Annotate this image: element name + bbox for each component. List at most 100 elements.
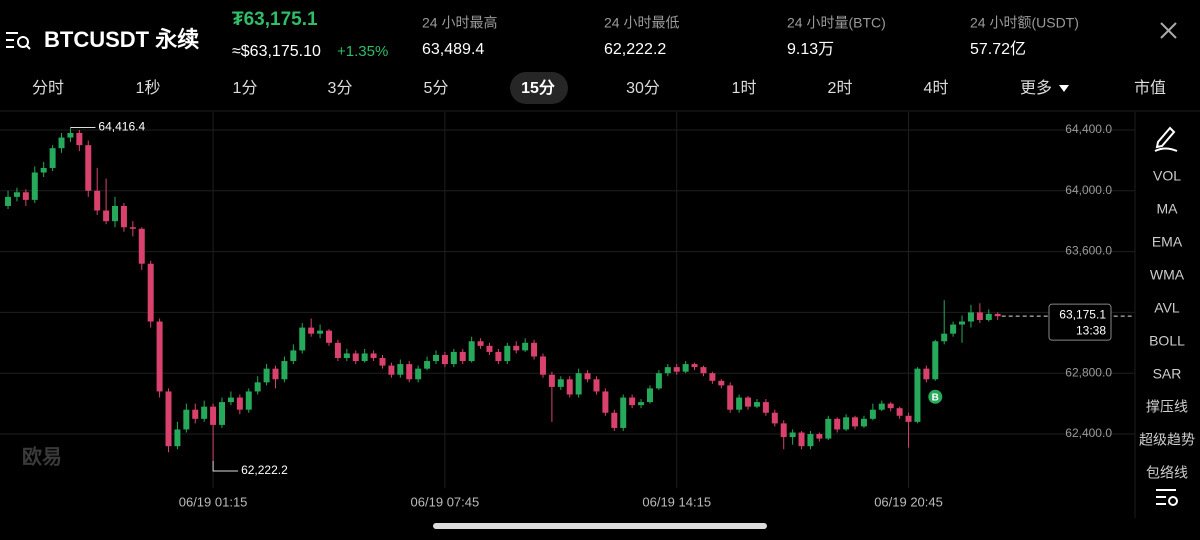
menu-icon[interactable]	[6, 32, 31, 50]
indicator[interactable]: 撑压线	[1146, 399, 1188, 415]
candle-body	[825, 418, 832, 439]
indicator[interactable]: 超级趋势	[1139, 432, 1195, 448]
candle-body	[281, 361, 288, 380]
candle-body	[629, 397, 636, 406]
candle-body	[76, 132, 83, 146]
stat-label: 24 小时额(USDT)	[970, 15, 1079, 31]
more-arrow	[1059, 85, 1069, 92]
settings-icon[interactable]	[1156, 489, 1178, 506]
candle-body	[834, 418, 841, 430]
tab[interactable]: 更多	[1020, 79, 1052, 97]
candle-body	[539, 356, 546, 375]
candle-body	[112, 205, 119, 222]
x-tick-label: 06/19 20:45	[874, 494, 943, 509]
candle-body	[602, 391, 609, 413]
tab[interactable]: 5分	[424, 79, 449, 97]
candle-body	[504, 345, 511, 362]
countdown: 13:38	[1076, 323, 1106, 337]
candle-body	[156, 321, 163, 392]
tab[interactable]: 1时	[732, 79, 757, 97]
candle-body	[13, 192, 20, 197]
candle-body	[513, 345, 520, 351]
home-indicator	[433, 523, 767, 529]
tab[interactable]: 15分	[521, 79, 555, 97]
candle-body	[994, 313, 1001, 317]
stat-label: 24 小时量(BTC)	[787, 15, 886, 31]
tabs: 分时 1秒 1分 3分 5分 15分 30分 1时 2时 4时 更多 市值	[32, 79, 1166, 97]
candle-body	[334, 342, 341, 359]
candle-body	[85, 145, 92, 191]
candle-body	[31, 172, 38, 200]
symbol[interactable]: BTCUSDT 永续	[44, 27, 199, 52]
y-tick-label: 63,600.0	[1065, 244, 1112, 258]
candle-body	[219, 402, 226, 425]
candle-body	[593, 379, 600, 392]
candle-body	[325, 330, 332, 343]
tab[interactable]: 4时	[924, 79, 949, 97]
candle-body	[941, 333, 948, 342]
indicator[interactable]: EMA	[1152, 234, 1183, 250]
candle-body	[664, 367, 671, 374]
draw-tool-icon[interactable]	[1154, 126, 1178, 152]
candle-body	[174, 429, 181, 447]
candle-body	[227, 397, 234, 403]
candle-body	[5, 196, 12, 206]
tab[interactable]: 1分	[233, 79, 258, 97]
y-tick-label: 62,800.0	[1065, 365, 1112, 379]
candle-body	[780, 423, 787, 438]
indicator[interactable]: MA	[1157, 201, 1179, 217]
candle-body	[709, 373, 716, 381]
pen-stroke	[1154, 147, 1178, 152]
indicator[interactable]: BOLL	[1149, 333, 1185, 349]
indicator[interactable]: AVL	[1154, 300, 1180, 316]
stat-value: 9.13万	[787, 41, 834, 58]
candle-body	[361, 353, 368, 362]
candle-body	[165, 391, 172, 447]
candle-body	[245, 391, 252, 410]
candle-body	[201, 406, 208, 419]
stat-label: 24 小时最低	[604, 15, 679, 31]
candle-body	[548, 374, 555, 387]
candle-body	[210, 406, 217, 425]
candle-body	[727, 385, 734, 410]
x-tick-label: 06/19 07:45	[411, 494, 480, 509]
candle-body	[67, 132, 74, 138]
candle-body	[183, 409, 190, 430]
candle-body	[682, 364, 689, 372]
tab[interactable]: 30分	[626, 79, 660, 97]
candle-body	[406, 364, 413, 380]
tab[interactable]: 1秒	[136, 79, 161, 97]
candle-body	[620, 397, 627, 428]
pen	[1155, 126, 1176, 149]
stat-value: 63,489.4	[422, 41, 484, 58]
candle-body	[985, 313, 992, 320]
candle-body	[584, 373, 591, 380]
candle-body	[129, 227, 136, 229]
tab[interactable]: 2时	[828, 79, 853, 97]
last-price-label: 63,175.1	[1059, 307, 1106, 321]
candle-body	[700, 367, 707, 374]
candle-body	[771, 412, 778, 424]
candle-body	[477, 341, 484, 346]
tab[interactable]: 市值	[1134, 79, 1166, 97]
annotation-line	[212, 461, 239, 472]
candle-body	[343, 353, 350, 359]
search-circle	[17, 36, 29, 48]
close-button[interactable]	[1160, 22, 1177, 39]
candle-body	[869, 409, 876, 419]
candle-body	[575, 373, 582, 395]
tab[interactable]: 分时	[32, 79, 64, 97]
candle-body	[22, 192, 29, 200]
indicator[interactable]: SAR	[1153, 366, 1182, 382]
indicator[interactable]: VOL	[1153, 168, 1181, 184]
indicator[interactable]: WMA	[1150, 267, 1185, 283]
candle-body	[192, 409, 199, 419]
search-handle	[26, 45, 31, 50]
candle-body	[236, 397, 243, 410]
indicator[interactable]: 包络线	[1146, 465, 1188, 481]
tab[interactable]: 3分	[328, 79, 353, 97]
candle-body	[753, 402, 760, 407]
candle-body	[950, 324, 957, 334]
stat-value: 57.72亿	[970, 40, 1026, 58]
y-tick-label: 64,400.0	[1065, 122, 1112, 136]
